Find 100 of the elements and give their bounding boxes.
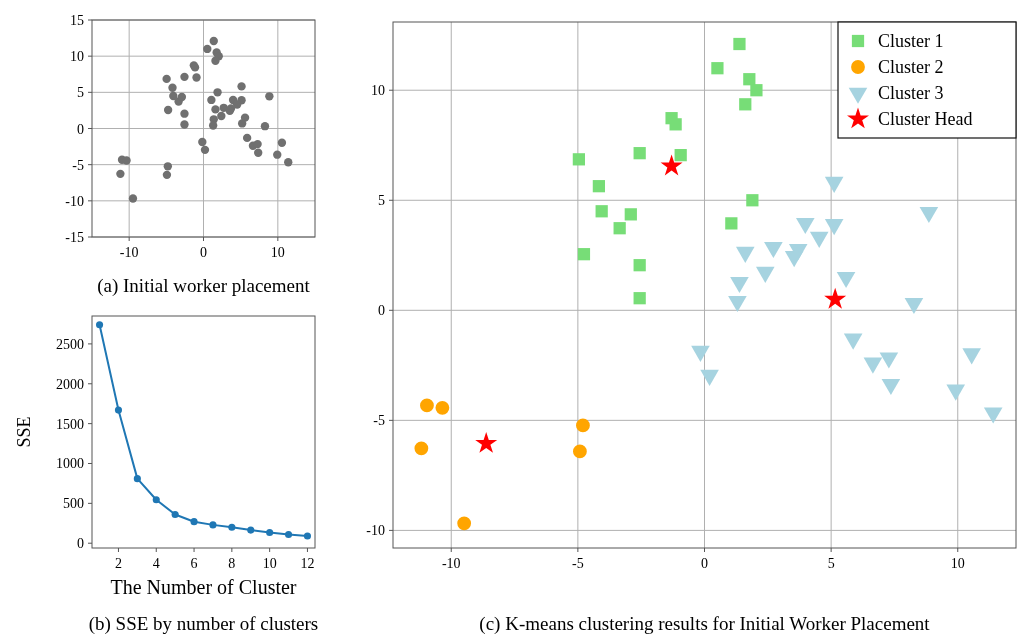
point — [881, 378, 901, 395]
point — [633, 147, 646, 160]
point — [190, 518, 198, 526]
y-tick-label: 2500 — [56, 336, 84, 352]
y-tick-label: 500 — [63, 496, 84, 512]
point — [209, 521, 217, 529]
point — [162, 170, 172, 180]
point — [163, 105, 173, 115]
point — [265, 92, 274, 101]
point — [962, 348, 981, 365]
point — [728, 295, 747, 313]
point — [725, 217, 738, 230]
point — [946, 384, 966, 401]
point — [152, 496, 160, 504]
point — [203, 44, 212, 54]
point — [260, 122, 270, 131]
x-tick-label: 6 — [190, 556, 198, 571]
point — [824, 176, 844, 193]
y-tick-label: 2000 — [56, 376, 84, 392]
y-tick-label: -15 — [65, 230, 84, 245]
y-tick-label: 1500 — [56, 416, 84, 432]
point — [162, 74, 171, 84]
point — [213, 88, 222, 97]
x-tick-label: 8 — [228, 556, 236, 571]
point — [983, 407, 1003, 424]
x-tick-label: 10 — [270, 245, 285, 260]
point — [208, 121, 218, 130]
point — [232, 100, 242, 109]
point — [711, 62, 724, 75]
point — [691, 345, 710, 362]
point — [743, 73, 756, 86]
legend-label: Cluster 3 — [878, 83, 944, 103]
point — [750, 84, 763, 97]
point — [624, 208, 637, 221]
x-tick-label: -10 — [119, 245, 139, 260]
y-tick-label: -5 — [373, 413, 385, 429]
point — [180, 72, 189, 82]
point — [592, 180, 606, 193]
x-tick-label: 0 — [701, 556, 708, 571]
point — [116, 169, 125, 179]
point — [228, 523, 236, 531]
x-axis-title: The Number of Cluster — [110, 576, 297, 598]
legend-label: Cluster Head — [878, 109, 973, 129]
point — [168, 83, 177, 92]
point — [128, 194, 138, 203]
point — [122, 156, 131, 165]
legend-label: Cluster 1 — [878, 31, 944, 51]
point — [273, 150, 282, 159]
y-axis-title: SSE — [14, 416, 34, 448]
point — [180, 120, 189, 129]
point — [217, 111, 226, 121]
point — [674, 149, 687, 162]
point — [163, 162, 172, 171]
point — [180, 109, 189, 118]
point — [237, 82, 246, 91]
point — [177, 92, 187, 102]
point — [733, 37, 746, 51]
point — [284, 530, 293, 539]
y-tick-label: 0 — [77, 536, 84, 552]
point — [700, 369, 719, 386]
point — [613, 222, 626, 235]
text: (b) SSE by number of clusters — [88, 613, 319, 635]
text: (a) Initial worker placement — [97, 275, 311, 297]
point — [247, 526, 255, 534]
point — [171, 510, 179, 519]
point — [784, 251, 804, 268]
point — [133, 475, 141, 483]
point — [242, 133, 252, 143]
y-tick-label: 5 — [378, 193, 385, 209]
x-tick-label: -10 — [441, 556, 461, 571]
point — [863, 357, 883, 374]
point — [211, 105, 220, 114]
y-tick-label: -5 — [72, 157, 84, 173]
point — [254, 148, 263, 157]
point — [764, 241, 783, 259]
point — [209, 36, 218, 46]
y-tick-label: 5 — [77, 85, 84, 101]
point — [836, 271, 856, 289]
y-tick-label: 10 — [70, 49, 84, 65]
point — [169, 91, 178, 101]
point — [200, 145, 210, 155]
point — [114, 406, 123, 414]
point — [755, 266, 775, 283]
point — [572, 153, 586, 166]
x-tick-label: 12 — [300, 556, 315, 571]
point — [735, 246, 755, 263]
point — [577, 248, 591, 261]
y-tick-label: -10 — [65, 193, 84, 209]
point — [192, 73, 201, 82]
point — [633, 292, 646, 305]
point — [919, 207, 939, 224]
point — [669, 118, 682, 131]
point — [284, 158, 293, 167]
point — [739, 98, 752, 111]
point — [730, 276, 749, 294]
x-tick-label: 2 — [114, 556, 122, 571]
point — [211, 56, 220, 65]
y-tick-label: -10 — [366, 523, 385, 539]
point — [277, 138, 287, 147]
y-tick-label: 0 — [77, 121, 84, 137]
